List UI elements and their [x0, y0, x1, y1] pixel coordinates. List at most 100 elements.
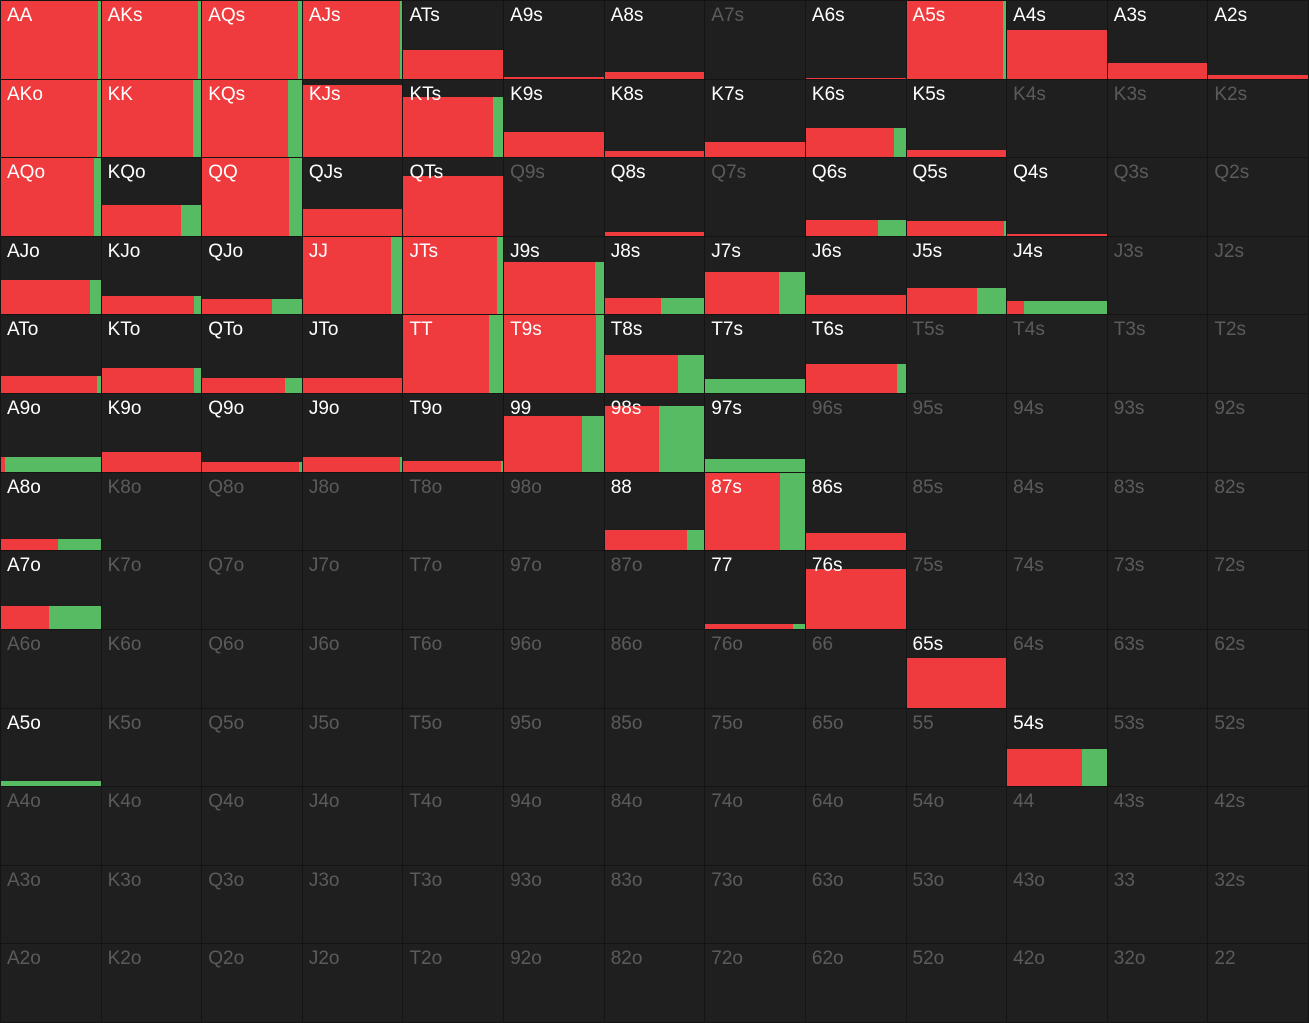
hand-cell-22[interactable]: 22 — [1208, 944, 1308, 1022]
hand-cell-65s[interactable]: 65s — [906, 629, 1007, 708]
hand-cell-QTs[interactable]: QTs — [403, 158, 504, 236]
hand-cell-62s[interactable]: 62s — [1208, 629, 1308, 708]
hand-cell-64s[interactable]: 64s — [1007, 629, 1107, 708]
hand-cell-95o[interactable]: 95o — [504, 708, 604, 787]
hand-cell-K2s[interactable]: K2s — [1208, 79, 1308, 158]
hand-cell-A9o[interactable]: A9o — [1, 394, 101, 472]
hand-cell-T4s[interactable]: T4s — [1007, 315, 1107, 394]
hand-cell-75s[interactable]: 75s — [906, 551, 1007, 629]
hand-cell-Q3o[interactable]: Q3o — [202, 865, 302, 944]
hand-cell-T6o[interactable]: T6o — [403, 629, 504, 708]
hand-cell-QJo[interactable]: QJo — [202, 236, 302, 315]
hand-cell-T2o[interactable]: T2o — [403, 944, 504, 1022]
hand-cell-Q9s[interactable]: Q9s — [504, 158, 604, 236]
hand-cell-JTs[interactable]: JTs — [403, 236, 504, 315]
hand-cell-K5o[interactable]: K5o — [101, 708, 202, 787]
hand-cell-J8s[interactable]: J8s — [604, 236, 705, 315]
hand-cell-54s[interactable]: 54s — [1007, 708, 1107, 787]
hand-cell-JJ[interactable]: JJ — [302, 236, 403, 315]
hand-cell-K2o[interactable]: K2o — [101, 944, 202, 1022]
hand-cell-64o[interactable]: 64o — [805, 787, 906, 865]
hand-cell-K8s[interactable]: K8s — [604, 79, 705, 158]
hand-cell-T9o[interactable]: T9o — [403, 394, 504, 472]
hand-cell-KTs[interactable]: KTs — [403, 79, 504, 158]
hand-cell-AQo[interactable]: AQo — [1, 158, 101, 236]
hand-cell-92o[interactable]: 92o — [504, 944, 604, 1022]
hand-cell-T3s[interactable]: T3s — [1107, 315, 1208, 394]
hand-cell-73o[interactable]: 73o — [705, 865, 805, 944]
hand-cell-Q6o[interactable]: Q6o — [202, 629, 302, 708]
hand-cell-88[interactable]: 88 — [604, 472, 705, 551]
hand-cell-QTo[interactable]: QTo — [202, 315, 302, 394]
hand-cell-92s[interactable]: 92s — [1208, 394, 1308, 472]
hand-cell-76o[interactable]: 76o — [705, 629, 805, 708]
hand-cell-83s[interactable]: 83s — [1107, 472, 1208, 551]
hand-cell-Q4o[interactable]: Q4o — [202, 787, 302, 865]
hand-cell-K5s[interactable]: K5s — [906, 79, 1007, 158]
hand-cell-55[interactable]: 55 — [906, 708, 1007, 787]
hand-cell-AKs[interactable]: AKs — [101, 1, 202, 79]
hand-cell-84o[interactable]: 84o — [604, 787, 705, 865]
hand-cell-96s[interactable]: 96s — [805, 394, 906, 472]
hand-cell-J8o[interactable]: J8o — [302, 472, 403, 551]
hand-cell-J3o[interactable]: J3o — [302, 865, 403, 944]
hand-cell-T5s[interactable]: T5s — [906, 315, 1007, 394]
hand-cell-Q2o[interactable]: Q2o — [202, 944, 302, 1022]
hand-cell-J2o[interactable]: J2o — [302, 944, 403, 1022]
hand-cell-83o[interactable]: 83o — [604, 865, 705, 944]
hand-cell-63o[interactable]: 63o — [805, 865, 906, 944]
hand-cell-J3s[interactable]: J3s — [1107, 236, 1208, 315]
hand-cell-J4s[interactable]: J4s — [1007, 236, 1107, 315]
hand-cell-AJs[interactable]: AJs — [302, 1, 403, 79]
hand-cell-J5s[interactable]: J5s — [906, 236, 1007, 315]
hand-cell-Q8o[interactable]: Q8o — [202, 472, 302, 551]
hand-cell-93o[interactable]: 93o — [504, 865, 604, 944]
hand-cell-65o[interactable]: 65o — [805, 708, 906, 787]
hand-cell-Q6s[interactable]: Q6s — [805, 158, 906, 236]
hand-cell-33[interactable]: 33 — [1107, 865, 1208, 944]
hand-cell-52o[interactable]: 52o — [906, 944, 1007, 1022]
hand-cell-82o[interactable]: 82o — [604, 944, 705, 1022]
hand-cell-72o[interactable]: 72o — [705, 944, 805, 1022]
hand-cell-84s[interactable]: 84s — [1007, 472, 1107, 551]
hand-cell-K9s[interactable]: K9s — [504, 79, 604, 158]
hand-cell-AQs[interactable]: AQs — [202, 1, 302, 79]
hand-cell-52s[interactable]: 52s — [1208, 708, 1308, 787]
hand-cell-A6o[interactable]: A6o — [1, 629, 101, 708]
hand-cell-Q5o[interactable]: Q5o — [202, 708, 302, 787]
hand-cell-53s[interactable]: 53s — [1107, 708, 1208, 787]
hand-cell-KJs[interactable]: KJs — [302, 79, 403, 158]
hand-cell-Q7o[interactable]: Q7o — [202, 551, 302, 629]
hand-cell-K7s[interactable]: K7s — [705, 79, 805, 158]
hand-cell-Q5s[interactable]: Q5s — [906, 158, 1007, 236]
hand-cell-KJo[interactable]: KJo — [101, 236, 202, 315]
hand-cell-A6s[interactable]: A6s — [805, 1, 906, 79]
hand-cell-54o[interactable]: 54o — [906, 787, 1007, 865]
hand-cell-66[interactable]: 66 — [805, 629, 906, 708]
hand-cell-KK[interactable]: KK — [101, 79, 202, 158]
hand-cell-T7o[interactable]: T7o — [403, 551, 504, 629]
hand-cell-Q4s[interactable]: Q4s — [1007, 158, 1107, 236]
hand-cell-99[interactable]: 99 — [504, 394, 604, 472]
hand-cell-TT[interactable]: TT — [403, 315, 504, 394]
hand-cell-A4o[interactable]: A4o — [1, 787, 101, 865]
hand-cell-87o[interactable]: 87o — [604, 551, 705, 629]
hand-cell-T7s[interactable]: T7s — [705, 315, 805, 394]
hand-cell-44[interactable]: 44 — [1007, 787, 1107, 865]
hand-cell-A8o[interactable]: A8o — [1, 472, 101, 551]
hand-cell-J2s[interactable]: J2s — [1208, 236, 1308, 315]
hand-cell-AJo[interactable]: AJo — [1, 236, 101, 315]
hand-cell-42o[interactable]: 42o — [1007, 944, 1107, 1022]
hand-cell-K7o[interactable]: K7o — [101, 551, 202, 629]
hand-cell-KQs[interactable]: KQs — [202, 79, 302, 158]
hand-cell-AKo[interactable]: AKo — [1, 79, 101, 158]
hand-cell-74s[interactable]: 74s — [1007, 551, 1107, 629]
hand-cell-85s[interactable]: 85s — [906, 472, 1007, 551]
hand-cell-Q9o[interactable]: Q9o — [202, 394, 302, 472]
hand-cell-A3s[interactable]: A3s — [1107, 1, 1208, 79]
hand-cell-96o[interactable]: 96o — [504, 629, 604, 708]
hand-cell-T8o[interactable]: T8o — [403, 472, 504, 551]
hand-cell-74o[interactable]: 74o — [705, 787, 805, 865]
hand-cell-A4s[interactable]: A4s — [1007, 1, 1107, 79]
hand-cell-43o[interactable]: 43o — [1007, 865, 1107, 944]
